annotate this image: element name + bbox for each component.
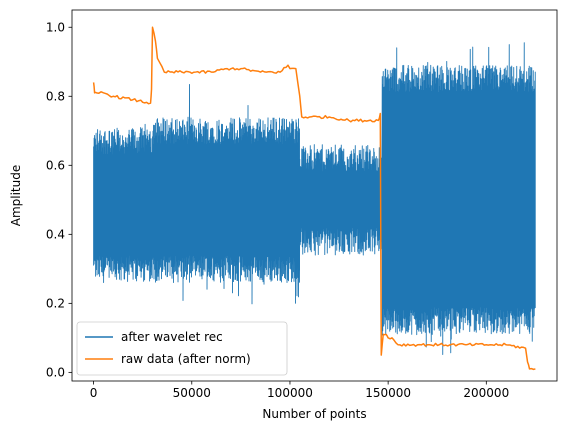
x-tick-label: 100000 <box>267 386 313 400</box>
y-tick-label: 1.0 <box>46 20 65 34</box>
legend-label: after wavelet rec <box>121 330 223 344</box>
legend: after wavelet rec raw data (after norm) <box>76 321 288 376</box>
y-tick-label: 0.4 <box>46 227 65 241</box>
axes-frame <box>71 9 558 382</box>
x-axis-label: Number of points <box>262 407 366 421</box>
x-tick-label: 50000 <box>173 386 211 400</box>
x-tick-label: 200000 <box>463 386 509 400</box>
y-tick-label: 0.6 <box>46 158 65 172</box>
series-line-1 <box>93 42 536 356</box>
plot-area <box>92 26 536 371</box>
x-tick-label: 0 <box>90 386 98 400</box>
x-tick-label: 150000 <box>365 386 411 400</box>
legend-label: raw data (after norm) <box>121 352 251 366</box>
y-tick-label: 0.0 <box>46 365 65 379</box>
series-line-2 <box>92 26 536 371</box>
y-tick-label: 0.8 <box>46 89 65 103</box>
y-tick-label: 0.2 <box>46 296 65 310</box>
axes: 0 50000 100000 150000 200000 0.0 0.2 0.4 0.6 0.8 1… <box>46 9 558 400</box>
legend-box <box>76 321 288 376</box>
y-axis-label: Amplitude <box>9 165 23 227</box>
